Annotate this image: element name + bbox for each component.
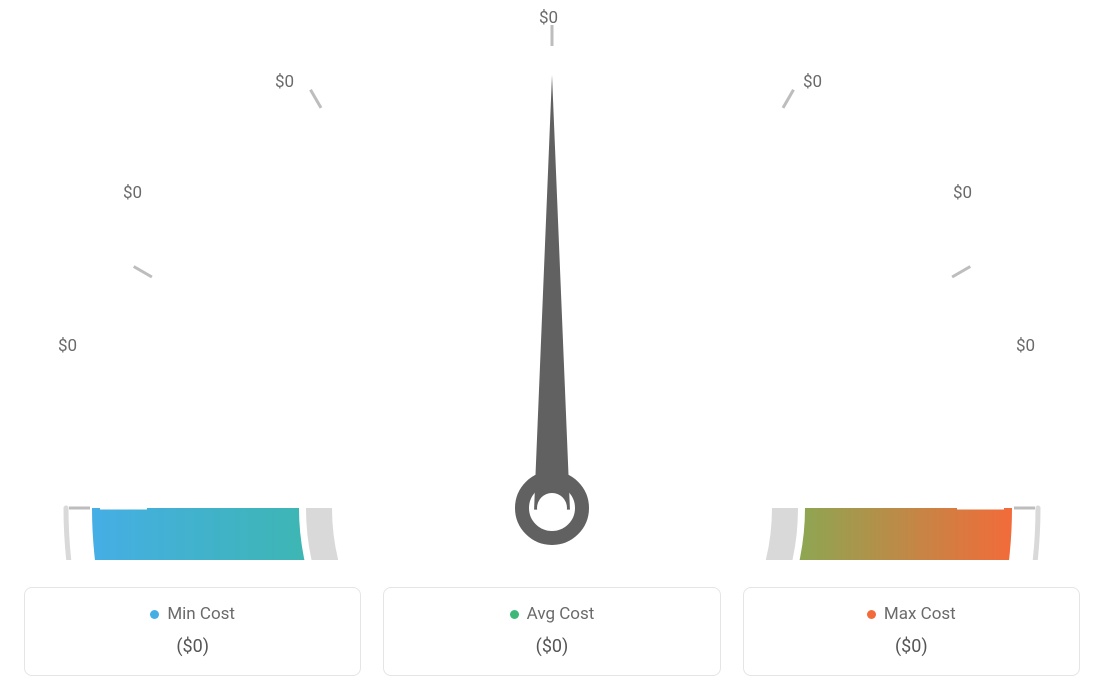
gauge-tick-label: $0 [123, 183, 142, 203]
legend-value-min: ($0) [35, 636, 350, 657]
legend-dot-max [867, 610, 876, 619]
gauge-tick-label: $0 [803, 72, 822, 92]
gauge-tick-label: $0 [275, 72, 294, 92]
legend-card-min: Min Cost ($0) [24, 587, 361, 677]
gauge-svg [0, 0, 1104, 560]
legend-dot-min [150, 610, 159, 619]
gauge-tick-label: $0 [539, 8, 558, 28]
gauge-tick-label: $0 [1016, 336, 1035, 356]
legend-value-max: ($0) [754, 636, 1069, 657]
legend-label-max: Max Cost [884, 604, 956, 624]
legend-label-avg: Avg Cost [527, 604, 595, 624]
gauge-tick-label: $0 [953, 183, 972, 203]
legend-value-avg: ($0) [394, 636, 709, 657]
legend-card-max: Max Cost ($0) [743, 587, 1080, 677]
legend-label-min: Min Cost [167, 604, 235, 624]
cost-gauge-chart: $0 $0 $0 $0 $0 $0 $0 [0, 0, 1104, 560]
gauge-tick-label: $0 [58, 336, 77, 356]
legend-dot-avg [510, 610, 519, 619]
legend-row: Min Cost ($0) Avg Cost ($0) Max Cost ($0… [24, 587, 1080, 677]
legend-card-avg: Avg Cost ($0) [383, 587, 720, 677]
